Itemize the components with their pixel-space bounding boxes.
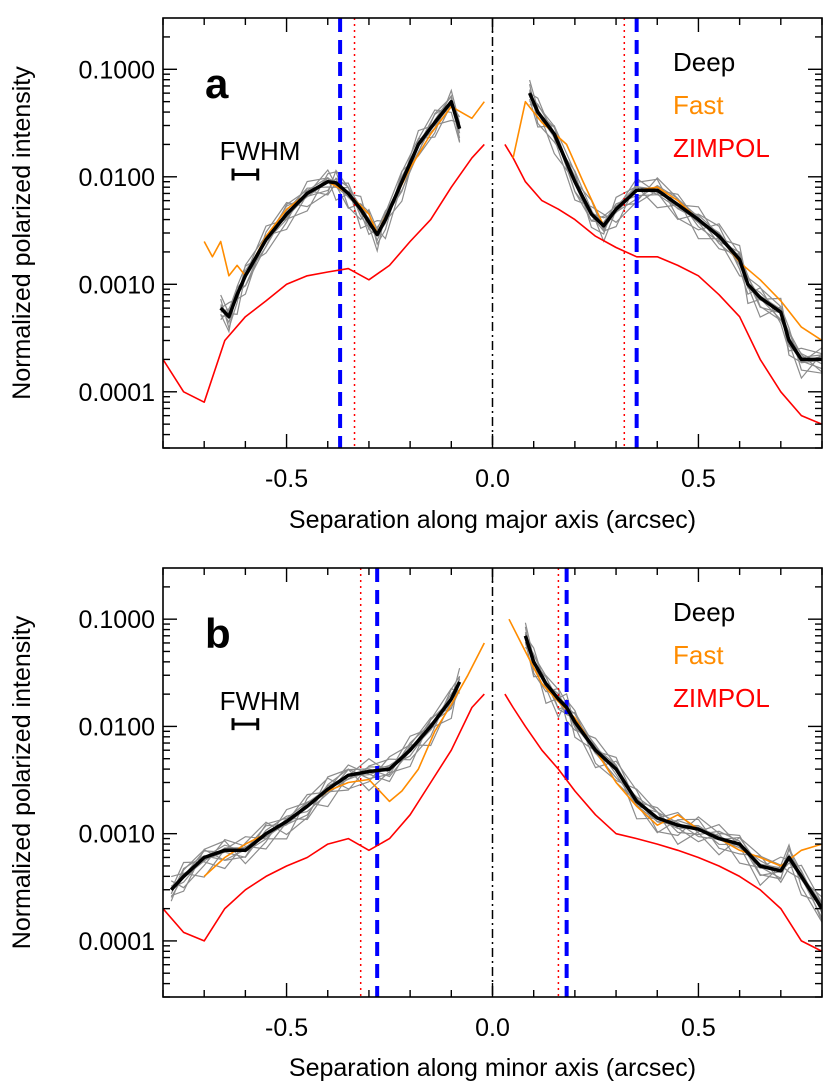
- panel-letter: b: [205, 610, 231, 657]
- legend-label-zimpol: ZIMPOL: [673, 683, 770, 713]
- x-tick-label: -0.5: [265, 465, 308, 493]
- y-tick-label: 0.0010: [79, 271, 155, 299]
- deep-realization-line: [171, 667, 461, 878]
- y-tick-label: 0.0001: [79, 379, 155, 407]
- x-tick-label: 0.0: [475, 1014, 510, 1042]
- legend-label-deep: Deep: [673, 597, 735, 627]
- series-line-zimpol-left: [163, 693, 485, 942]
- legend-label-fast: Fast: [673, 640, 724, 670]
- series-line-deep-right: [527, 92, 822, 362]
- plot-area: [163, 18, 822, 448]
- fwhm-label: FWHM: [220, 686, 301, 716]
- deep-realization-line: [170, 689, 461, 902]
- series-line-fast-left: [203, 642, 486, 877]
- deep-realization-line: [220, 103, 461, 331]
- y-tick-label: 0.0010: [79, 821, 155, 849]
- deep-realization-line: [524, 635, 822, 923]
- y-axis-title: Normalized polarized intensity: [8, 615, 36, 949]
- panel-b: -0.5 0.0 0.5 0.0001 0.0010 0.0100 0.1000 Separa…: [8, 567, 823, 1082]
- deep-realization-line: [529, 83, 822, 364]
- legend-label-deep: Deep: [673, 47, 735, 77]
- y-tick-label: 0.1000: [79, 56, 155, 84]
- series-line-zimpol-left: [163, 143, 485, 404]
- panel-letter: a: [205, 60, 229, 107]
- y-tick-label: 0.0100: [79, 713, 155, 741]
- legend-label-fast: Fast: [673, 90, 724, 120]
- deep-realization-line: [529, 79, 822, 380]
- y-tick-label: 0.0100: [79, 164, 155, 192]
- deep-realization-line: [170, 687, 460, 897]
- panel-a: -0.5 0.0 0.5 0.0001 0.0010 0.0100 0.1000 Separa…: [8, 17, 823, 534]
- series-line-zimpol-right: [504, 693, 822, 953]
- series-line-deep-right: [523, 635, 822, 910]
- plot-area: [163, 568, 822, 997]
- series-line-deep-left: [169, 681, 462, 891]
- y-tick-label: 0.0001: [79, 928, 155, 956]
- fwhm-bar: [231, 718, 260, 731]
- series-line-fast-right: [508, 618, 822, 867]
- series-line-fast-right: [512, 100, 822, 342]
- legend-label-zimpol: ZIMPOL: [673, 133, 770, 163]
- fwhm-bar: [231, 168, 260, 181]
- y-tick-label: 0.1000: [79, 606, 155, 634]
- fwhm-label: FWHM: [220, 136, 301, 166]
- deep-realization-line: [529, 89, 822, 363]
- series-line-zimpol-right: [504, 143, 822, 425]
- x-axis-title: Separation along minor axis (arcsec): [289, 1054, 696, 1082]
- y-axis-title: Normalized polarized intensity: [8, 66, 36, 400]
- deep-realization-line: [524, 633, 822, 910]
- deep-realization-line: [529, 90, 822, 364]
- deep-realization-line: [170, 682, 461, 895]
- x-tick-label: 0.0: [475, 465, 510, 493]
- x-tick-label: 0.5: [681, 1014, 716, 1042]
- series-line-deep-left: [219, 99, 462, 319]
- deep-realization-line: [170, 678, 461, 889]
- x-tick-label: -0.5: [265, 1014, 308, 1042]
- x-tick-label: 0.5: [681, 465, 716, 493]
- x-axis-title: Separation along major axis (arcsec): [289, 506, 696, 534]
